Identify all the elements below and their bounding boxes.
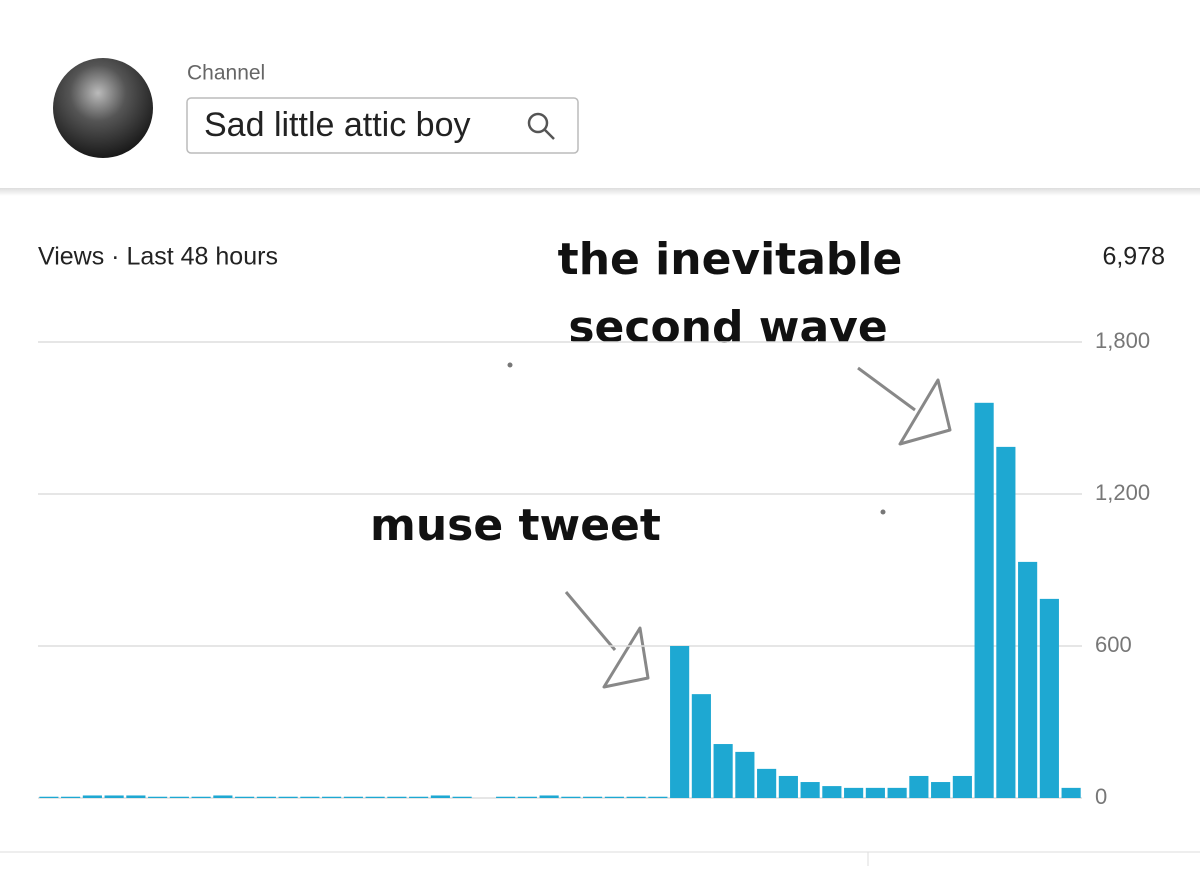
- bar: [1061, 787, 1081, 798]
- y-tick-label: 600: [1095, 632, 1132, 657]
- annotation-arrows: [564, 366, 952, 689]
- bar: [778, 775, 798, 798]
- y-tick-label: 1,200: [1095, 480, 1150, 505]
- bar: [169, 796, 189, 798]
- bar: [191, 796, 211, 798]
- channel-avatar[interactable]: [53, 58, 153, 158]
- speck: [507, 362, 513, 368]
- bar: [909, 775, 929, 798]
- bar: [822, 786, 842, 798]
- bar: [322, 796, 342, 798]
- bar: [887, 787, 907, 798]
- bar: [387, 796, 407, 798]
- bar: [452, 796, 472, 798]
- bar: [931, 782, 951, 798]
- bar: [604, 796, 624, 798]
- plot: 0 600 1,200 1,800: [38, 328, 1150, 809]
- channel-name: Sad little attic boy: [204, 106, 470, 144]
- bar: [213, 795, 233, 798]
- bar: [691, 694, 711, 798]
- bar: [104, 795, 124, 798]
- bar: [1039, 598, 1059, 798]
- annotation: muse tweet: [370, 500, 661, 551]
- bar: [735, 751, 755, 798]
- bar: [409, 796, 429, 798]
- bar: [430, 795, 450, 798]
- bar: [1018, 561, 1038, 798]
- bar: [496, 796, 516, 798]
- bar: [539, 795, 559, 798]
- bar: [256, 796, 276, 798]
- bar: [670, 646, 690, 798]
- chart-title: Views · Last 48 hours: [38, 243, 278, 271]
- bar: [300, 796, 320, 798]
- bar: [626, 796, 646, 798]
- bar: [844, 787, 864, 798]
- y-tick-label: 0: [1095, 784, 1107, 809]
- bar: [996, 446, 1016, 798]
- speck: [880, 509, 886, 515]
- bar: [365, 796, 385, 798]
- bar: [39, 796, 59, 798]
- bar: [148, 796, 168, 798]
- bar: [82, 795, 102, 798]
- header-shadow: [0, 188, 1200, 196]
- y-tick-label: 1,800: [1095, 328, 1150, 353]
- bar: [865, 787, 885, 798]
- bar: [517, 796, 537, 798]
- bar: [648, 796, 668, 798]
- bar: [800, 782, 820, 798]
- bar: [235, 796, 255, 798]
- annotation: the inevitable: [558, 234, 903, 285]
- bar: [974, 402, 994, 798]
- bar: [757, 768, 777, 798]
- bar: [713, 744, 733, 798]
- bar: [561, 796, 581, 798]
- search-icon[interactable]: [527, 112, 555, 140]
- bar: [61, 796, 81, 798]
- bar: [583, 796, 603, 798]
- bar: [952, 775, 972, 798]
- channel-label: Channel: [187, 62, 265, 85]
- total-views: 6,978: [1102, 243, 1165, 271]
- channel-search-box[interactable]: [186, 97, 579, 154]
- bar: [343, 796, 363, 798]
- bar: [126, 795, 146, 798]
- annotation: second wave: [568, 302, 887, 353]
- bar: [278, 796, 298, 798]
